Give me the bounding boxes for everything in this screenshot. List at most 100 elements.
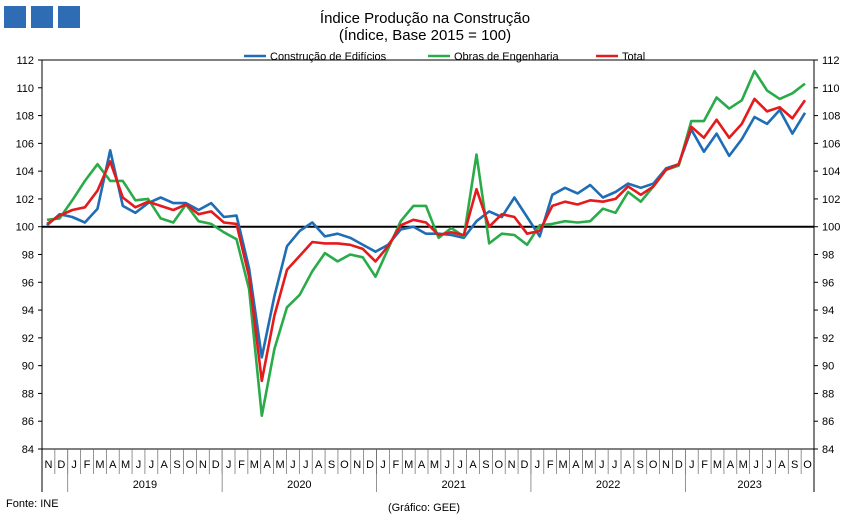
x-tick-label: A [469, 459, 477, 471]
x-tick-label: A [727, 459, 735, 471]
year-label: 2022 [596, 479, 620, 491]
y-tick-label-right: 106 [822, 138, 840, 150]
series-line-1 [46, 108, 807, 359]
y-tick-label-right: 110 [822, 83, 840, 95]
y-tick-label-right: 86 [822, 416, 834, 428]
y-tick-label-right: 112 [822, 55, 840, 67]
x-tick-label: M [739, 459, 748, 471]
year-label: 2021 [441, 479, 465, 491]
x-tick-label: F [84, 459, 91, 471]
credit-note: (Gráfico: GEE) [388, 502, 460, 514]
y-tick-label-right: 98 [822, 250, 834, 262]
x-tick-label: F [547, 459, 554, 471]
x-tick-label: J [766, 459, 772, 471]
x-tick-label: M [404, 459, 413, 471]
x-tick-label: J [380, 459, 386, 471]
x-tick-label: N [199, 459, 207, 471]
x-tick-label: J [535, 459, 541, 471]
series-line-2 [46, 69, 806, 418]
x-tick-label: M [713, 459, 722, 471]
y-tick-label-left: 110 [16, 83, 34, 95]
logo-square-3 [58, 6, 80, 28]
x-tick-label: D [212, 459, 220, 471]
x-tick-label: O [494, 459, 503, 471]
x-tick-label: J [599, 459, 605, 471]
y-tick-label-right: 102 [822, 194, 840, 206]
y-tick-label-right: 88 [822, 388, 834, 400]
x-tick-label: M [584, 459, 593, 471]
x-tick-label: A [572, 459, 580, 471]
x-tick-label: J [303, 459, 309, 471]
x-tick-label: S [637, 459, 644, 471]
x-tick-label: J [612, 459, 618, 471]
x-tick-label: J [71, 459, 77, 471]
logo [4, 6, 80, 28]
y-tick-label-left: 92 [22, 333, 34, 345]
x-tick-label: J [689, 459, 695, 471]
x-tick-label: A [778, 459, 786, 471]
x-tick-label: D [521, 459, 529, 471]
year-label: 2019 [133, 479, 157, 491]
x-tick-label: D [675, 459, 683, 471]
y-tick-label-left: 96 [22, 277, 34, 289]
logo-square-1 [4, 6, 26, 28]
x-tick-label: O [186, 459, 195, 471]
x-tick-label: J [290, 459, 296, 471]
x-tick-label: A [263, 459, 271, 471]
plot-area [41, 59, 815, 450]
x-tick-label: F [238, 459, 245, 471]
series-group [46, 69, 807, 418]
y-tick-label-right: 104 [822, 166, 840, 178]
y-tick-label-right: 96 [822, 277, 834, 289]
x-tick-label: N [353, 459, 361, 471]
x-tick-label: M [121, 459, 130, 471]
y-tick-label-left: 88 [22, 388, 34, 400]
x-tick-label: O [649, 459, 658, 471]
x-tick-label: F [392, 459, 399, 471]
y-tick-label-left: 90 [22, 361, 34, 373]
chart-title: Índice Produção na Construção [320, 10, 530, 27]
series-line-3 [46, 97, 807, 383]
y-axis-left: 84 86 88 90 92 94 96 98 100 102 104 106 108 110 112 [16, 55, 42, 456]
year-label: 2023 [737, 479, 761, 491]
x-tick-label: D [57, 459, 65, 471]
y-tick-label-left: 104 [16, 166, 34, 178]
y-tick-label-right: 90 [822, 361, 834, 373]
x-tick-label: S [791, 459, 798, 471]
y-tick-label-right: 92 [822, 333, 834, 345]
x-tick-label: J [753, 459, 759, 471]
y-tick-label-left: 112 [16, 55, 34, 67]
x-tick-label: A [624, 459, 632, 471]
x-tick-label: J [149, 459, 155, 471]
x-tick-label: A [418, 459, 426, 471]
legend-label-1: Construção de Edifícios [270, 51, 387, 63]
x-tick-label: A [161, 459, 169, 471]
legend: Construção de Edifícios Obras de Engenhar… [244, 51, 645, 63]
x-tick-label: N [44, 459, 52, 471]
legend-label-2: Obras de Engenharia [454, 51, 559, 63]
x-tick-label: S [482, 459, 489, 471]
year-label: 2020 [287, 479, 311, 491]
legend-label-3: Total [622, 51, 645, 63]
y-tick-label-right: 84 [822, 444, 834, 456]
x-tick-label: J [136, 459, 142, 471]
y-tick-label-right: 108 [822, 111, 840, 123]
y-tick-label-left: 102 [16, 194, 34, 206]
x-tick-label: M [430, 459, 439, 471]
x-tick-label: N [508, 459, 516, 471]
logo-square-2 [31, 6, 53, 28]
y-tick-label-left: 84 [22, 444, 34, 456]
y-tick-label-left: 100 [16, 222, 34, 234]
chart-subtitle: (Índice, Base 2015 = 100) [339, 27, 511, 44]
y-tick-label-left: 86 [22, 416, 34, 428]
x-tick-label: M [275, 459, 284, 471]
x-tick-label: J [226, 459, 232, 471]
x-tick-label: O [340, 459, 349, 471]
x-tick-label: A [315, 459, 323, 471]
y-tick-label-left: 106 [16, 138, 34, 150]
y-axis-right: 84 86 88 90 92 94 96 98 100 102 104 106 108 110 112 [814, 55, 840, 456]
x-tick-label: M [250, 459, 259, 471]
y-tick-label-left: 94 [22, 305, 34, 317]
